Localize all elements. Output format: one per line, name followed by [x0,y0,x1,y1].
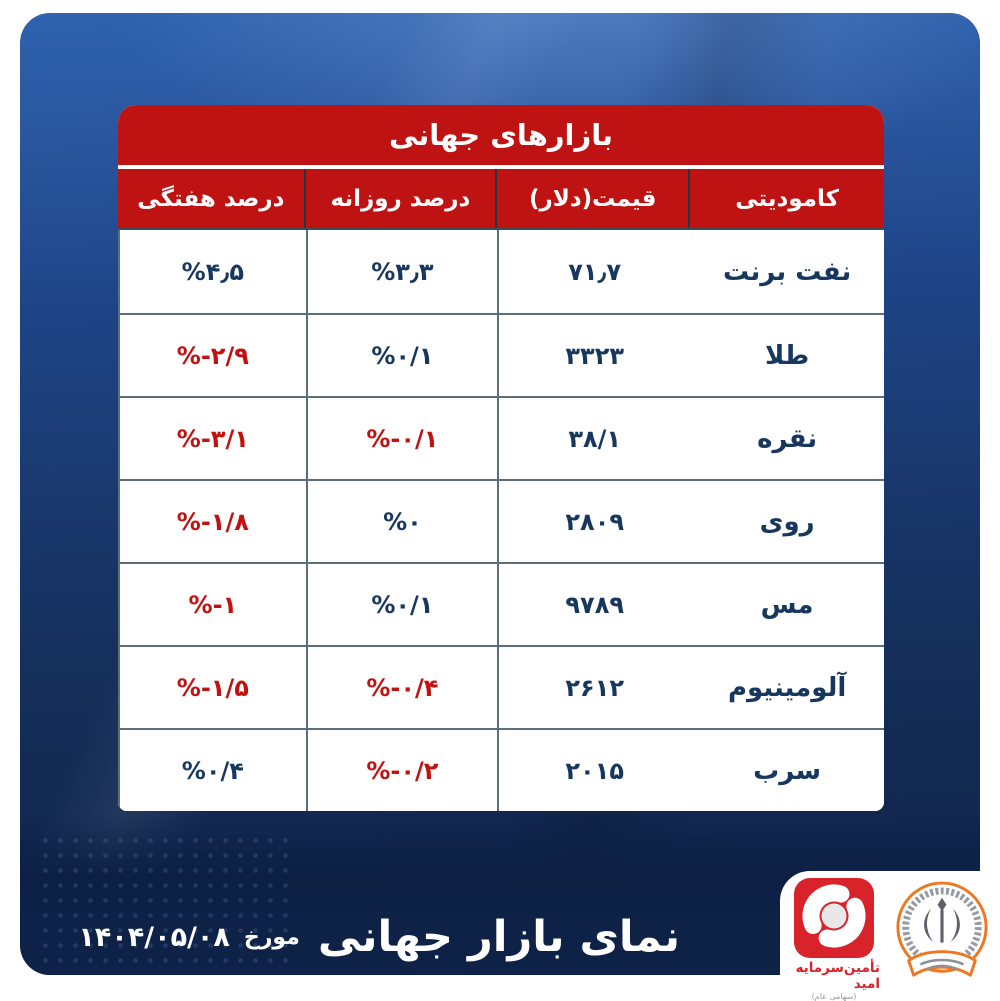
table-row: نقره ۳۸/۱ %-۰/۱ %-۳/۱ [118,396,884,479]
commodity-name-cell: سرب [753,755,822,786]
price-cell: ۲۸۰۹ [497,481,690,562]
footer-dated-label: مورخ [243,924,300,950]
daily-percent-cell: %-۰/۲ [305,730,498,811]
daily-percent-cell: %-۰/۴ [305,647,498,728]
table-title: بازارهای جهانی [118,105,884,165]
commodity-name-cell: نفت برنت [722,256,852,287]
table-body: نفت برنت ۷۱٫۷ %۳٫۳ %۴٫۵ طلا ۳۳۲۳ %۰/۱ %-۲/۹ نقره… [118,230,884,811]
daily-percent-cell: %۰ [305,481,498,562]
omid-logo-caption: تأمین‌سرمایه امید [795,960,880,992]
commodity-name-cell: نقره [757,423,818,454]
column-header: قیمت(دلار) [497,169,691,228]
footer-title: نمای بازار جهانی [317,912,680,962]
table-row: نفت برنت ۷۱٫۷ %۳٫۳ %۴٫۵ [118,230,884,313]
omid-logo-subtitle: (سهامی عام) [811,992,857,1001]
weekly-percent-cell: %-۱/۵ [118,647,306,728]
price-cell: ۷۱٫۷ [497,230,690,313]
daily-percent-cell: %۰/۱ [305,315,498,396]
table-row: روی ۲۸۰۹ %۰ %-۱/۸ [118,479,884,562]
price-cell: ۲۶۱۲ [497,647,690,728]
table-row: طلا ۳۳۲۳ %۰/۱ %-۲/۹ [118,313,884,396]
weekly-percent-cell: %-۲/۹ [118,315,306,396]
weekly-percent-cell: %۴٫۵ [118,230,306,313]
omid-investment-logo: تأمین‌سرمایه امید (سهامی عام) [788,878,880,1001]
price-cell: ۳۸/۱ [497,398,690,479]
bank-sepah-emblem-icon [896,881,988,977]
table-row: آلومینیوم ۲۶۱۲ %-۰/۴ %-۱/۵ [118,645,884,728]
weekly-percent-cell: %-۳/۱ [118,398,306,479]
price-cell: ۹۷۸۹ [497,564,690,645]
bank-sepah-logo [892,878,992,993]
daily-percent-cell: %۰/۱ [305,564,498,645]
logo-card: تأمین‌سرمایه امید (سهامی عام) [780,871,1000,1001]
column-header: کامودیتی [735,185,839,212]
table-row: سرب ۲۰۱۵ %-۰/۲ %۰/۴ [118,728,884,811]
omid-logo-icon [794,878,874,958]
background-canvas: بازارهای جهانی کامودیتی قیمت(دلار) درصد رو… [20,13,980,975]
price-cell: ۳۳۲۳ [497,315,690,396]
footer-title-line: نمای بازار جهانی مورخ ۱۴۰۴/۰۵/۰۸ [78,904,680,970]
column-header: درصد روزانه [306,169,498,228]
commodity-name-cell: روی [759,506,815,537]
daily-percent-cell: %۳٫۳ [305,230,498,313]
price-cell: ۲۰۱۵ [497,730,690,811]
commodity-name-cell: طلا [764,340,810,371]
daily-percent-cell: %-۰/۱ [305,398,498,479]
dot-pattern [38,833,288,965]
weekly-percent-cell: %-۱/۸ [118,481,306,562]
markets-table: بازارهای جهانی کامودیتی قیمت(دلار) درصد رو… [118,105,884,811]
footer-date: ۱۴۰۴/۰۵/۰۸ [78,921,230,953]
weekly-percent-cell: %۰/۴ [118,730,306,811]
column-header: درصد هفتگی [118,169,306,228]
table-header-row: کامودیتی قیمت(دلار) درصد روزانه درصد هفتگی [118,169,884,230]
weekly-percent-cell: %-۱ [118,564,306,645]
commodity-name-cell: مس [760,589,814,620]
table-row: مس ۹۷۸۹ %۰/۱ %-۱ [118,562,884,645]
commodity-name-cell: آلومینیوم [727,672,847,703]
